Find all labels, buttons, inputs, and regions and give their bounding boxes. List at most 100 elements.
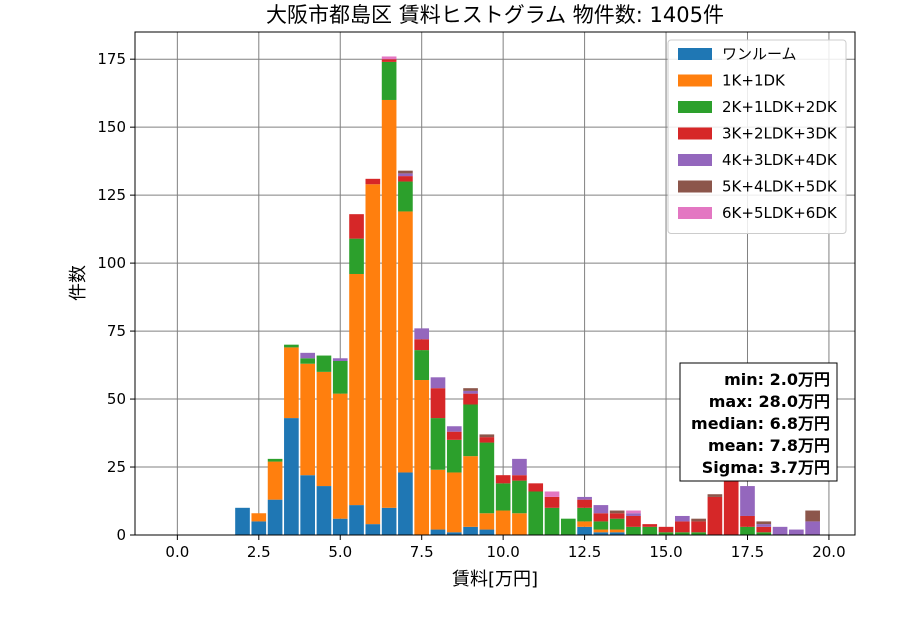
bar-segment-4 xyxy=(707,496,723,535)
x-tick-label: 12.5 xyxy=(568,543,601,561)
bar-segment-4 xyxy=(609,513,625,519)
bar-segment-3 xyxy=(528,491,544,535)
x-tick-label: 20.0 xyxy=(812,543,845,561)
bar-segment-4 xyxy=(577,499,592,508)
bar-segment-3 xyxy=(316,355,332,372)
bar-segment-7 xyxy=(626,510,641,514)
legend-label: 4K+3LDK+4DK xyxy=(722,151,838,169)
legend-swatch xyxy=(678,74,712,87)
bar-segment-2 xyxy=(316,371,332,487)
bar-segment-2 xyxy=(251,513,267,522)
bar-segment-1 xyxy=(479,529,495,535)
bar-segment-5 xyxy=(772,526,788,535)
bar-segment-2 xyxy=(284,347,299,419)
bar-segment-1 xyxy=(593,532,609,535)
x-axis-label: 賃料[万円] xyxy=(452,569,538,590)
bar-segment-5 xyxy=(398,173,413,177)
legend-swatch xyxy=(678,127,712,140)
legend-label: 3K+2LDK+3DK xyxy=(722,125,838,143)
bar-segment-2 xyxy=(577,521,592,527)
bar-segment-5 xyxy=(332,358,348,361)
legend-frame xyxy=(667,39,847,234)
bar-segment-1 xyxy=(235,507,250,535)
legend-label: 1K+1DK xyxy=(722,72,786,90)
bar-segment-7 xyxy=(381,56,397,60)
bar-segment-3 xyxy=(512,480,527,514)
bar-segment-1 xyxy=(251,521,267,535)
chart-title: 大阪市都島区 賃料ヒストグラム 物件数: 1405件 xyxy=(266,3,724,27)
bar-segment-3 xyxy=(626,526,641,535)
bar-segment-2 xyxy=(349,273,364,506)
bar-segment-3 xyxy=(398,181,413,212)
x-tick-label: 2.5 xyxy=(247,543,271,561)
bar-segment-5 xyxy=(414,328,430,340)
bar-segment-3 xyxy=(560,518,576,535)
stats-line: max: 28.0万円 xyxy=(709,392,830,411)
legend-swatch xyxy=(678,48,712,60)
y-tick-label: 50 xyxy=(107,390,126,408)
y-axis-label: 件数 xyxy=(68,265,89,301)
bar-segment-5 xyxy=(593,505,609,514)
bar-segment-3 xyxy=(479,442,495,514)
bar-segment-6 xyxy=(479,434,495,438)
bar-segment-4 xyxy=(593,513,609,522)
bar-segment-1 xyxy=(316,486,332,535)
bar-segment-3 xyxy=(675,532,690,535)
bar-segment-4 xyxy=(479,437,495,443)
bar-segment-2 xyxy=(300,363,315,476)
bar-segment-3 xyxy=(446,439,462,473)
bar-segment-1 xyxy=(463,526,478,535)
bar-segment-4 xyxy=(740,515,755,527)
bar-segment-4 xyxy=(398,176,413,182)
bar-segment-3 xyxy=(267,458,283,462)
bar-segment-1 xyxy=(446,532,462,535)
bar-segment-2 xyxy=(332,393,348,519)
stats-box: min: 2.0万円 max: 28.0万円 median: 6.8万円 mean: … xyxy=(679,362,838,482)
x-axis-ticks: 0.0 2.5 5.0 7.5 10.0 12.5 15.0 17.5 20.0 xyxy=(165,535,846,561)
bar-segment-3 xyxy=(658,532,674,535)
bar-segment-4 xyxy=(642,524,658,527)
x-tick-label: 0.0 xyxy=(165,543,189,561)
bar-segment-5 xyxy=(675,515,690,522)
bar-segment-3 xyxy=(381,61,397,100)
bar-segment-1 xyxy=(349,505,364,535)
bar-segment-6 xyxy=(805,510,820,522)
bar-segment-1 xyxy=(398,472,413,535)
bar-segment-3 xyxy=(577,507,592,522)
bar-segment-6 xyxy=(463,388,478,391)
bar-segment-3 xyxy=(593,521,609,530)
bar-segment-3 xyxy=(740,526,755,535)
bar-segment-4 xyxy=(691,521,706,533)
y-axis-ticks: 0 25 50 75 100 125 150 175 xyxy=(97,50,135,544)
y-tick-label: 175 xyxy=(97,50,126,68)
bar-segment-5 xyxy=(626,513,641,516)
y-tick-label: 150 xyxy=(97,118,126,136)
x-tick-label: 10.0 xyxy=(486,543,519,561)
legend-label: ワンルーム xyxy=(722,45,797,63)
bar-segment-3 xyxy=(284,344,299,348)
y-tick-label: 0 xyxy=(116,526,126,544)
bar-segment-4 xyxy=(528,483,544,492)
bar-segment-6 xyxy=(398,170,413,174)
bar-segment-5 xyxy=(300,352,315,359)
bar-segment-3 xyxy=(430,418,446,470)
bar-segment-2 xyxy=(365,184,381,525)
bar-segment-3 xyxy=(463,404,478,457)
stats-frame xyxy=(679,362,838,482)
bar-segment-4 xyxy=(544,496,560,508)
bar-segment-2 xyxy=(479,513,495,530)
legend-swatch xyxy=(678,101,712,113)
bar-segment-7 xyxy=(544,491,560,497)
bar-segment-4 xyxy=(463,393,478,405)
y-tick-label: 75 xyxy=(107,322,126,340)
bar-segment-2 xyxy=(414,380,430,535)
y-tick-label: 25 xyxy=(107,458,126,476)
bar-segment-5 xyxy=(740,486,755,516)
legend-swatch xyxy=(678,207,712,219)
bar-segment-4 xyxy=(414,339,430,351)
bar-segment-2 xyxy=(381,99,397,508)
bar-segment-4 xyxy=(430,388,446,419)
bar-segment-1 xyxy=(381,507,397,535)
bar-segment-5 xyxy=(463,390,478,394)
bar-segment-4 xyxy=(495,475,511,484)
